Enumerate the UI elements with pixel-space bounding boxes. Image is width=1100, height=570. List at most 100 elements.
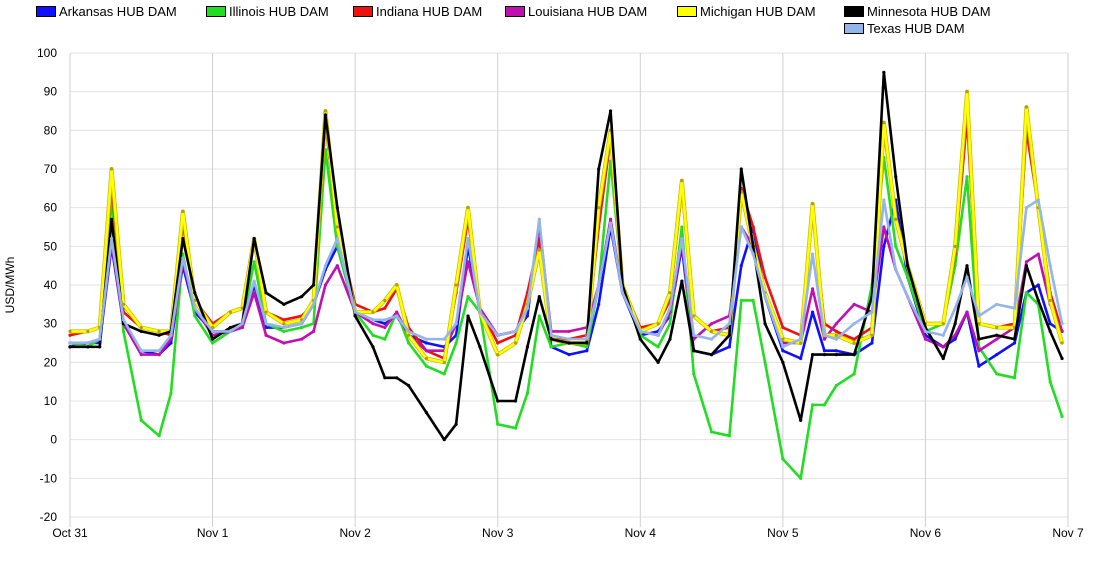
data-point [228,329,232,333]
data-point [810,310,815,314]
y-tick-label: 30 [44,317,58,331]
data-point [638,337,642,341]
data-point [799,337,803,341]
data-point [597,283,601,287]
data-point [822,333,827,337]
data-point [537,217,541,221]
data-point [751,225,755,229]
data-point [407,333,411,337]
data-point [1060,329,1064,333]
data-point [383,325,387,330]
data-point [442,337,446,341]
legend-item[interactable]: Louisiana HUB DAM [505,4,647,19]
data-point [478,345,482,349]
data-point [181,237,185,241]
data-point [608,109,613,113]
legend-label: Minnesota HUB DAM [867,4,991,19]
data-point [567,329,571,333]
data-point [1036,298,1040,303]
data-point [953,337,957,341]
legend-item[interactable]: Illinois HUB DAM [206,4,329,19]
data-point [181,209,185,214]
data-point [282,318,286,322]
data-point [781,345,785,349]
series-outline [70,150,1062,479]
data-point [371,310,375,314]
data-point [995,337,999,341]
data-point [323,283,328,287]
series-texas-hub-dam [68,198,1064,353]
data-point [739,225,743,229]
data-point [995,302,999,306]
data-point [139,353,143,357]
data-point [1012,341,1017,345]
data-point [709,353,714,357]
data-point [496,399,500,403]
data-point [86,345,90,349]
data-point [424,411,429,415]
data-point [139,418,143,422]
grid [69,52,1069,527]
data-point [466,206,470,210]
y-tick-label: 10 [44,394,58,408]
data-point [311,329,316,333]
data-point [692,349,696,353]
data-point [549,345,553,349]
legend-item[interactable]: Michigan HUB DAM [677,4,816,19]
data-point [870,341,874,345]
data-point [109,237,114,241]
data-point [995,333,999,337]
series-lines [68,70,1064,480]
data-point [454,422,458,426]
legend-label: Illinois HUB DAM [229,4,329,19]
data-point [282,329,286,333]
data-point [300,295,304,299]
data-point [525,345,530,349]
data-point [323,109,328,113]
data-point [1048,264,1052,268]
data-point [870,333,874,337]
data-point [549,337,553,341]
data-point [977,349,981,353]
legend-item[interactable]: Indiana HUB DAM [353,4,482,19]
data-point [98,345,102,349]
data-point [870,310,874,314]
data-point [383,337,387,341]
data-point [941,333,945,337]
data-point [834,349,838,353]
data-point [86,329,90,333]
data-point [680,237,684,241]
data-point [157,333,161,337]
series-line [70,90,1064,364]
data-point [810,403,815,407]
data-point [965,310,969,314]
legend-item[interactable]: Minnesota HUB DAM [844,4,991,19]
data-point [977,337,981,341]
legend-item[interactable]: Texas HUB DAM [844,21,965,36]
data-point [323,113,328,117]
data-point [727,333,731,337]
data-point [834,337,838,341]
data-point [139,325,143,330]
data-point [781,337,785,341]
y-tick-label: 50 [44,239,58,253]
data-point [454,341,458,345]
data-point [923,329,928,333]
data-point [252,291,256,295]
data-point [852,353,856,357]
data-point [371,318,375,322]
data-point [810,353,815,357]
data-point [228,310,232,314]
x-tick-label: Nov 7 [1052,526,1084,540]
data-point [68,329,72,333]
data-point [727,322,731,326]
series-line [70,198,1064,353]
data-point [1060,322,1064,326]
data-point [264,291,268,295]
legend-item[interactable]: Arkansas HUB DAM [36,4,177,19]
data-point [1024,291,1029,295]
y-tick-label: 90 [44,85,58,99]
data-point [1012,376,1017,380]
data-point [139,349,143,353]
